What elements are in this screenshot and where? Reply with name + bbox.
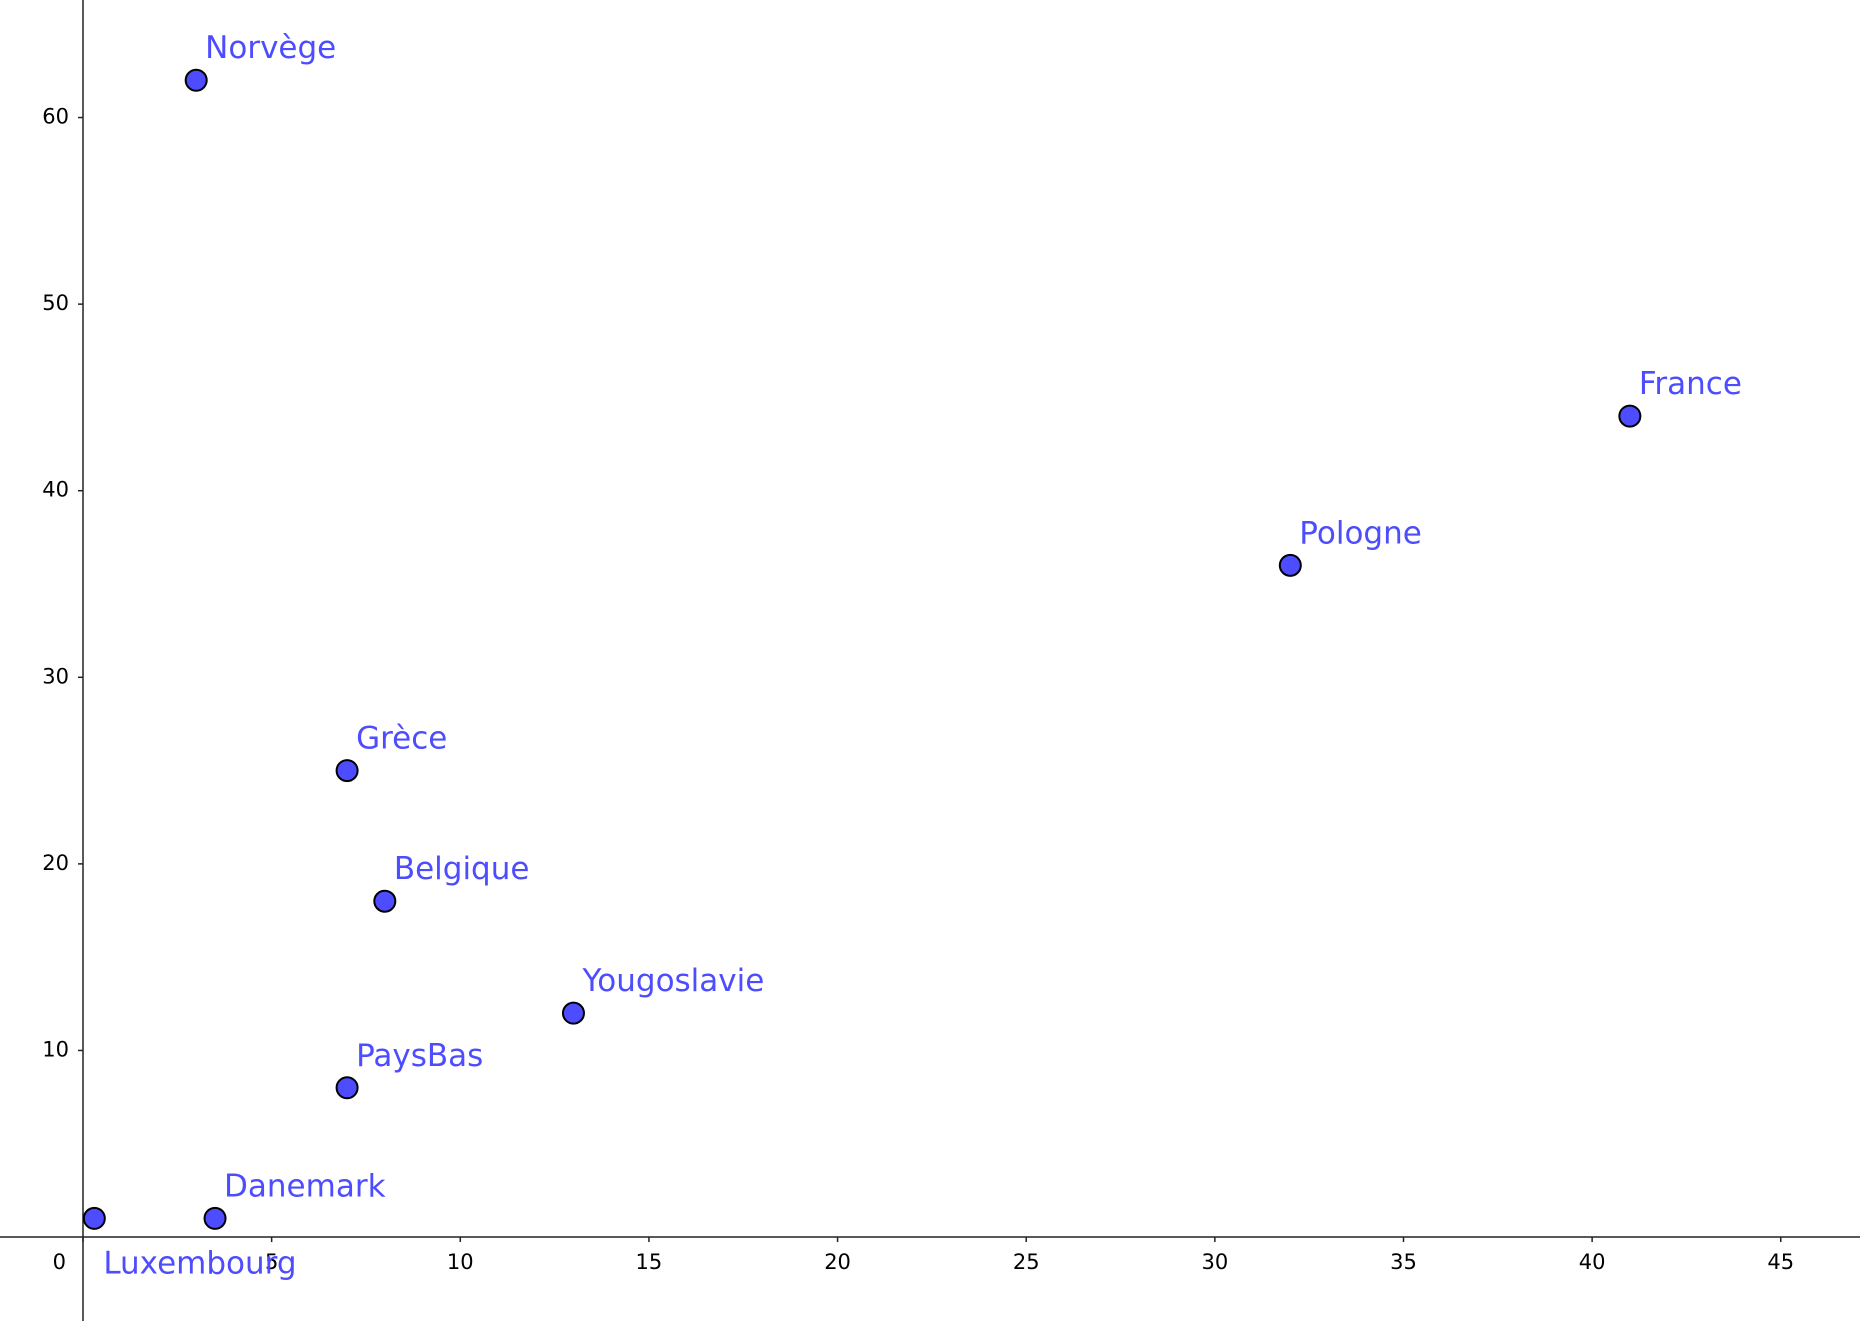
point — [82, 1206, 106, 1230]
point-label: Danemark — [224, 1168, 386, 1204]
point — [1618, 404, 1642, 428]
point-label: Pologne — [1299, 515, 1422, 551]
point-label: Norvège — [205, 30, 336, 66]
point — [184, 68, 208, 92]
point-label: Yougoslavie — [581, 963, 764, 999]
point-label: France — [1639, 366, 1742, 402]
x-tick-label: 10 — [447, 1250, 474, 1274]
x-tick-label: 35 — [1390, 1250, 1417, 1274]
y-tick-label: 40 — [42, 478, 69, 502]
point — [335, 759, 359, 783]
x-tick-label: 5 — [265, 1250, 278, 1274]
y-tick-label: 20 — [42, 851, 69, 875]
x-tick-label: 20 — [824, 1250, 851, 1274]
point — [1278, 553, 1302, 577]
point-label: Luxembourg — [103, 1245, 296, 1281]
y-tick-label: 60 — [42, 105, 69, 129]
point — [561, 1001, 585, 1025]
x-tick-label: 30 — [1201, 1250, 1228, 1274]
point-label: Grèce — [356, 721, 447, 757]
x-tick-label: 15 — [636, 1250, 663, 1274]
x-tick-label: 40 — [1579, 1250, 1606, 1274]
point-label: PaysBas — [356, 1038, 483, 1074]
x-tick-label: 45 — [1767, 1250, 1794, 1274]
point — [203, 1206, 227, 1230]
point — [373, 889, 397, 913]
x-tick-label: 0 — [53, 1250, 66, 1274]
x-tick-label: 25 — [1013, 1250, 1040, 1274]
y-tick-label: 10 — [42, 1037, 69, 1061]
point-label: Belgique — [394, 851, 530, 887]
y-tick-label: 50 — [42, 291, 69, 315]
point — [335, 1076, 359, 1100]
y-tick-label: 30 — [42, 664, 69, 688]
